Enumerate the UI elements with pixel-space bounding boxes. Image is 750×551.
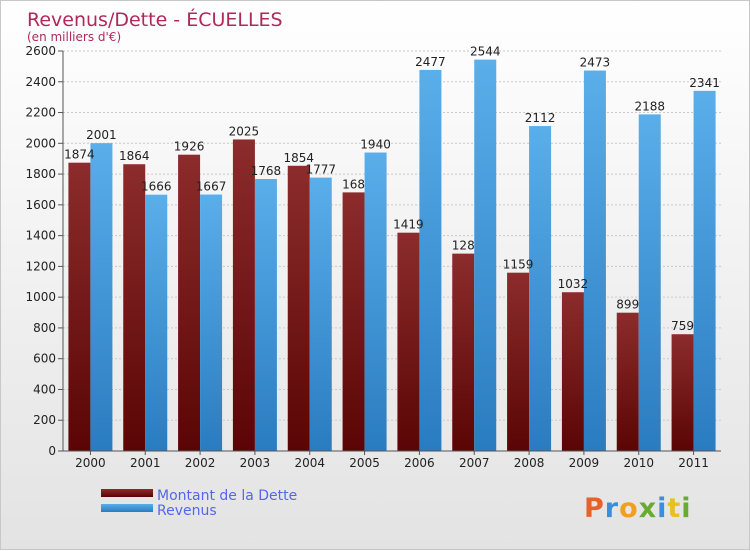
bar-revenus	[254, 179, 277, 451]
data-label-revenus: 2112	[525, 111, 556, 125]
bar-debt	[616, 312, 639, 451]
y-tick-label: 1400	[25, 229, 56, 243]
x-tick-label: 2004	[294, 456, 325, 470]
y-tick-label: 800	[33, 321, 56, 335]
y-tick-label: 400	[33, 382, 56, 396]
data-label-debt: 168	[342, 177, 365, 191]
bar-debt	[397, 232, 420, 451]
x-tick-label: 2000	[75, 456, 106, 470]
y-tick-label: 0	[48, 444, 56, 458]
data-label-revenus: 1666	[141, 180, 172, 194]
bar-debt	[68, 162, 91, 451]
x-tick-label: 2010	[623, 456, 654, 470]
data-label-revenus: 2001	[86, 128, 117, 142]
data-label-debt: 1419	[393, 218, 424, 232]
bars	[68, 59, 716, 452]
y-tick-label: 1600	[25, 198, 56, 212]
legend-label-revenus: Revenus	[157, 503, 217, 519]
y-tick-label: 1200	[25, 259, 56, 273]
data-label-revenus: 1768	[251, 164, 282, 178]
bar-revenus	[364, 152, 387, 452]
legend-label-debt: Montant de la Dette	[157, 488, 297, 504]
y-tick-label: 2400	[25, 75, 56, 89]
data-label-revenus: 1940	[360, 138, 391, 152]
y-tick-label: 2200	[25, 106, 56, 120]
x-tick-label: 2002	[185, 456, 216, 470]
x-tick-label: 2003	[240, 456, 271, 470]
x-tick-label: 2011	[678, 456, 709, 470]
bar-revenus	[529, 126, 552, 452]
data-label-revenus: 2544	[470, 45, 501, 59]
x-axis: 2000 2001 2002 2003 2004 2005 2006 2007 2008 2009…	[63, 450, 721, 470]
bar-debt	[178, 154, 201, 451]
bar-revenus	[474, 59, 497, 451]
data-label-debt: 1864	[119, 149, 150, 163]
bar-debt	[507, 272, 530, 451]
y-tick-label: 1800	[25, 167, 56, 181]
bar-revenus	[693, 90, 716, 451]
bar-revenus	[90, 143, 113, 451]
y-tick-label: 1000	[25, 290, 56, 304]
chart-subtitle: (en milliers d'€)	[27, 30, 121, 44]
data-label-debt: 759	[671, 319, 694, 333]
bar-debt	[671, 334, 694, 451]
bar-debt	[232, 139, 255, 451]
data-label-revenus: 2473	[580, 56, 611, 70]
x-tick-label: 2009	[569, 456, 600, 470]
data-label-debt: 1854	[283, 151, 314, 165]
data-label-revenus: 1667	[196, 180, 227, 194]
data-label-debt: 899	[616, 298, 639, 312]
bar-debt	[123, 164, 146, 451]
data-label-debt: 1159	[503, 258, 534, 272]
x-tick-label: 2006	[404, 456, 435, 470]
bar-debt	[452, 253, 475, 451]
data-label-debt: 1874	[64, 148, 95, 162]
bar-revenus	[583, 70, 606, 452]
data-label-debt: 128	[452, 239, 475, 253]
data-label-revenus: 2477	[415, 55, 446, 69]
legend: Montant de la Dette Revenus	[101, 488, 297, 519]
x-tick-label: 2001	[130, 456, 161, 470]
proxiti-logo: Proxiti	[584, 493, 692, 524]
y-tick-label: 200	[33, 413, 56, 427]
bar-debt	[342, 192, 365, 451]
legend-swatch-revenus	[101, 504, 153, 512]
data-label-revenus: 1777	[305, 163, 336, 177]
bar-revenus	[200, 194, 223, 452]
y-tick-label: 2600	[25, 44, 56, 58]
bar-revenus	[309, 177, 332, 451]
bar-revenus	[145, 194, 168, 451]
x-tick-label: 2007	[459, 456, 490, 470]
bar-revenus	[638, 114, 661, 451]
data-label-debt: 2025	[229, 124, 260, 138]
x-tick-label: 2005	[349, 456, 380, 470]
bar-revenus	[419, 69, 442, 451]
legend-swatch-debt	[101, 489, 153, 497]
grid-lines	[63, 50, 721, 452]
data-label-revenus: 2341	[689, 76, 720, 90]
y-tick-label: 2000	[25, 136, 56, 150]
x-tick-label: 2008	[514, 456, 545, 470]
y-tick-label: 600	[33, 352, 56, 366]
chart-title: Revenus/Dette - ÉCUELLES	[27, 8, 283, 31]
y-axis: 0 200 400 600 800 1000 1200 1400 1600 1800 2000 220…	[25, 44, 64, 458]
data-label-debt: 1032	[558, 277, 589, 291]
bar-debt	[287, 165, 310, 451]
data-label-revenus: 2188	[634, 99, 665, 113]
bar-debt	[561, 292, 584, 451]
data-label-debt: 1926	[174, 140, 205, 154]
